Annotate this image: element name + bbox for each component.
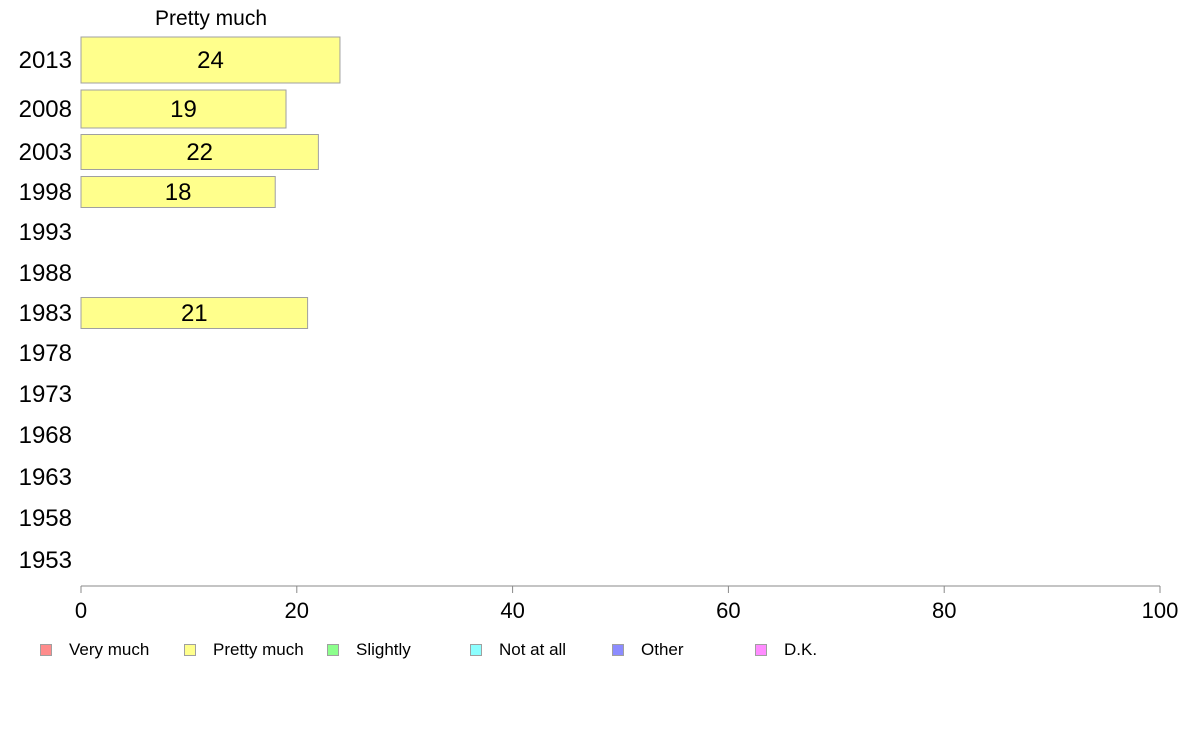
legend-item-slightly: Slightly bbox=[327, 638, 411, 662]
bar-2003-pretty-much bbox=[80, 134, 319, 170]
year-label-1963: 1963 bbox=[19, 464, 72, 491]
legend-item-other: Other bbox=[612, 638, 684, 662]
x-axis: 0 20 40 60 80 100 bbox=[75, 585, 1179, 623]
x-tick-label-80: 80 bbox=[932, 598, 956, 623]
x-tick-label-40: 40 bbox=[500, 598, 524, 623]
legend-label-d-k: D.K. bbox=[784, 640, 818, 659]
x-tick-label-20: 20 bbox=[285, 598, 309, 623]
legend-swatch-d-k bbox=[755, 644, 767, 656]
year-label-1968: 1968 bbox=[19, 422, 72, 449]
bar-value-label-1983: 21 bbox=[181, 300, 208, 327]
bar-1983-pretty-much bbox=[80, 297, 309, 329]
legend-label-pretty-much: Pretty much bbox=[213, 640, 304, 659]
year-label-1958: 1958 bbox=[19, 505, 72, 532]
year-label-1973: 1973 bbox=[19, 381, 72, 408]
legend-item-not-at-all: Not at all bbox=[470, 638, 566, 662]
year-label-1953: 1953 bbox=[19, 547, 72, 574]
legend-label-not-at-all: Not at all bbox=[499, 640, 567, 659]
year-labels: 2013 2008 2003 1998 1993 1988 1983 1978 1973 1968… bbox=[19, 47, 72, 574]
legend-label-slightly: Slightly bbox=[356, 640, 411, 659]
year-label-1983: 1983 bbox=[19, 300, 72, 327]
year-label-1998: 1998 bbox=[19, 179, 72, 206]
bar-value-label-2008: 19 bbox=[170, 96, 197, 123]
legend-item-d-k: D.K. bbox=[755, 638, 817, 662]
legend: Very much Pretty much Slightly Not at all Ot… bbox=[0, 638, 1188, 662]
bar-value-label-2013: 24 bbox=[197, 47, 224, 74]
year-label-1993: 1993 bbox=[19, 219, 72, 246]
bar-2013-pretty-much bbox=[80, 36, 341, 84]
legend-swatch-pretty-much bbox=[184, 644, 196, 656]
legend-swatch-very-much bbox=[40, 644, 52, 656]
legend-swatch-not-at-all bbox=[470, 644, 482, 656]
bar-1998-pretty-much bbox=[80, 176, 276, 208]
x-tick-label-100: 100 bbox=[1142, 598, 1179, 623]
bar-value-label-2003: 22 bbox=[186, 139, 213, 166]
bar-value-label-1998: 18 bbox=[165, 179, 192, 206]
year-label-1978: 1978 bbox=[19, 340, 72, 367]
year-label-2008: 2008 bbox=[19, 96, 72, 123]
x-tick-label-60: 60 bbox=[716, 598, 740, 623]
year-label-1988: 1988 bbox=[19, 260, 72, 287]
chart-title: Pretty much bbox=[155, 7, 267, 30]
x-tick-label-0: 0 bbox=[75, 598, 87, 623]
legend-item-very-much: Very much bbox=[40, 638, 149, 662]
legend-item-pretty-much: Pretty much bbox=[184, 638, 304, 662]
year-label-2013: 2013 bbox=[19, 47, 72, 74]
year-label-2003: 2003 bbox=[19, 139, 72, 166]
legend-label-other: Other bbox=[641, 640, 684, 659]
legend-swatch-slightly bbox=[327, 644, 339, 656]
legend-swatch-other bbox=[612, 644, 624, 656]
legend-label-very-much: Very much bbox=[69, 640, 150, 659]
bar-2008-pretty-much bbox=[80, 89, 287, 129]
